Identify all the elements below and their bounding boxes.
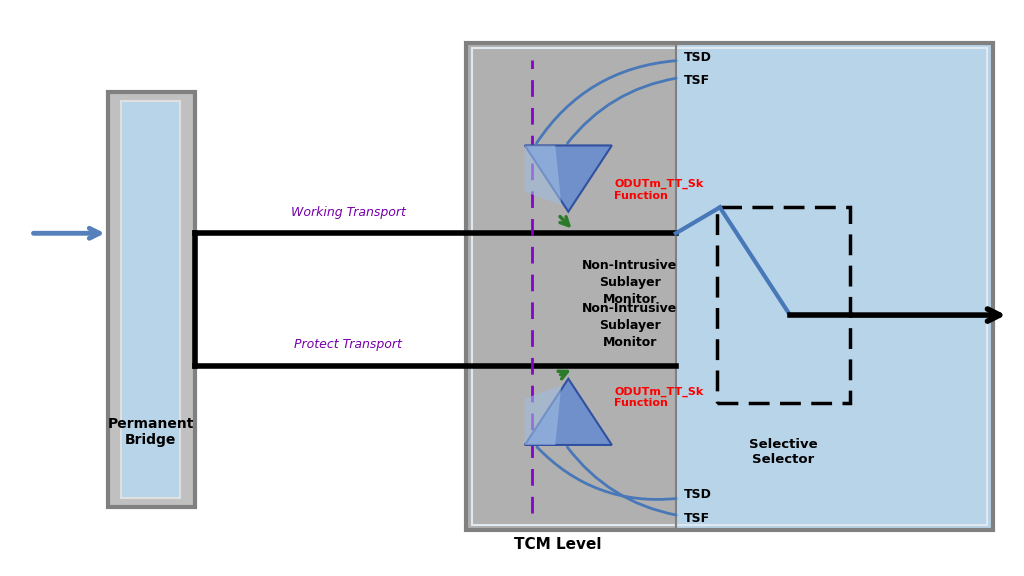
Text: TSD: TSD xyxy=(684,488,712,501)
FancyBboxPatch shape xyxy=(466,43,768,530)
Text: Non-Intrusive
Sublayer
Monitor: Non-Intrusive Sublayer Monitor xyxy=(582,259,678,306)
Text: Working Transport: Working Transport xyxy=(291,206,406,219)
FancyBboxPatch shape xyxy=(676,43,993,530)
FancyBboxPatch shape xyxy=(108,92,195,507)
Polygon shape xyxy=(525,379,612,445)
Polygon shape xyxy=(525,146,612,212)
Text: Permanent
Bridge: Permanent Bridge xyxy=(108,417,194,447)
Text: Non-Intrusive
Sublayer
Monitor: Non-Intrusive Sublayer Monitor xyxy=(582,302,678,349)
Text: ODUTm_TT_Sk
Function: ODUTm_TT_Sk Function xyxy=(614,179,703,201)
Text: TCM Level: TCM Level xyxy=(514,537,602,552)
Polygon shape xyxy=(525,385,561,445)
Text: Selective
Selector: Selective Selector xyxy=(749,438,818,466)
Text: TSF: TSF xyxy=(684,74,711,87)
Text: ODUTm_TT_Sk
Function: ODUTm_TT_Sk Function xyxy=(614,386,703,408)
Text: Protect Transport: Protect Transport xyxy=(294,338,402,351)
FancyBboxPatch shape xyxy=(121,101,180,498)
Polygon shape xyxy=(525,146,561,205)
Text: TSD: TSD xyxy=(684,51,712,64)
Text: TSF: TSF xyxy=(684,512,711,525)
